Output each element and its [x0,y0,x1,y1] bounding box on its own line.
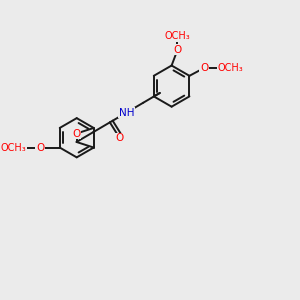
Text: NH: NH [119,108,134,118]
Text: OCH₃: OCH₃ [1,142,26,152]
Text: OCH₃: OCH₃ [218,63,244,73]
Text: O: O [173,45,181,55]
Text: O: O [72,128,81,139]
Text: O: O [36,142,44,152]
Text: O: O [116,133,124,143]
Text: O: O [200,63,208,73]
Text: OCH₃: OCH₃ [165,31,190,41]
